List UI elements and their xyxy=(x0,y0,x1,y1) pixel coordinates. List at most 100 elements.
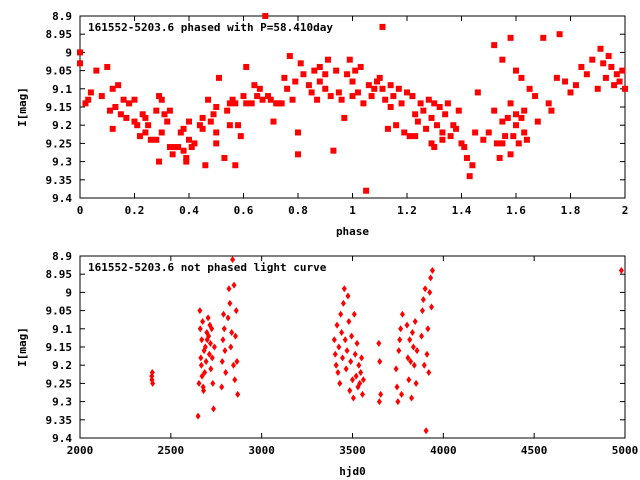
data-point xyxy=(347,387,353,395)
data-point xyxy=(360,376,366,384)
data-point xyxy=(202,162,209,169)
data-point xyxy=(507,151,514,158)
data-point xyxy=(344,71,351,78)
data-point xyxy=(205,96,212,103)
data-point xyxy=(196,122,203,129)
data-point xyxy=(209,325,215,333)
data-point xyxy=(382,96,389,103)
data-point xyxy=(211,405,217,413)
data-point xyxy=(109,85,116,92)
data-point xyxy=(350,376,355,384)
data-point xyxy=(376,398,382,406)
x-tick-label: 0.2 xyxy=(125,204,145,217)
data-point xyxy=(354,89,361,96)
data-point xyxy=(331,336,337,344)
data-point xyxy=(224,107,231,114)
y-tick-label: 9.05 xyxy=(46,65,73,78)
data-point xyxy=(341,285,347,293)
data-point xyxy=(526,85,533,92)
data-point xyxy=(207,339,213,347)
x-tick-label: 4500 xyxy=(521,444,548,457)
data-point xyxy=(330,147,337,154)
data-point xyxy=(251,82,258,89)
data-point xyxy=(115,82,122,89)
data-point xyxy=(335,368,341,376)
data-point xyxy=(225,314,231,322)
data-point xyxy=(622,85,628,92)
y-tick-label: 9.2 xyxy=(52,359,72,372)
data-point xyxy=(206,332,212,340)
data-point xyxy=(243,63,250,70)
data-point xyxy=(358,368,364,376)
data-point xyxy=(419,332,425,340)
y-tick-label: 9.35 xyxy=(46,414,73,427)
data-points xyxy=(77,13,628,194)
x-tick-label: 4000 xyxy=(430,444,457,457)
data-point xyxy=(220,336,226,344)
data-point xyxy=(428,140,435,147)
x-axis-label: phase xyxy=(336,225,369,238)
y-tick-labels: 8.9 8.95 9 9.05 9.1 9.15 9.2 9.25 9.3 9.35 9.4 xyxy=(46,10,73,205)
plot-frame xyxy=(79,255,626,439)
data-point xyxy=(513,111,519,118)
data-point xyxy=(175,144,182,151)
data-point xyxy=(166,107,173,114)
data-point xyxy=(491,42,498,49)
data-point xyxy=(597,45,604,52)
data-point xyxy=(354,339,360,347)
data-point xyxy=(343,365,349,373)
data-point xyxy=(413,379,419,387)
data-point xyxy=(439,136,446,143)
data-point xyxy=(186,118,192,125)
data-point xyxy=(340,354,346,362)
data-point xyxy=(393,122,400,129)
data-point xyxy=(417,100,424,107)
data-point xyxy=(227,299,233,307)
data-point xyxy=(109,125,116,132)
data-point xyxy=(356,361,362,369)
data-point xyxy=(379,23,386,30)
data-point xyxy=(348,358,354,366)
data-point xyxy=(177,129,184,136)
data-point xyxy=(196,379,202,387)
data-point xyxy=(423,125,430,132)
data-point xyxy=(232,100,239,107)
data-point xyxy=(349,332,355,340)
data-point xyxy=(234,358,240,366)
data-point xyxy=(420,107,427,114)
data-point xyxy=(353,372,359,380)
data-point xyxy=(442,111,449,118)
data-point xyxy=(439,129,446,136)
data-point xyxy=(376,74,383,81)
data-point xyxy=(395,85,402,92)
data-point xyxy=(405,354,411,362)
data-point xyxy=(409,394,415,402)
data-point xyxy=(502,133,509,140)
data-point xyxy=(223,368,229,376)
data-point xyxy=(444,100,451,107)
data-point xyxy=(221,310,227,318)
x-tick-label: 2 xyxy=(622,204,629,217)
data-point xyxy=(156,93,163,100)
data-point xyxy=(77,49,83,56)
data-point xyxy=(578,63,585,70)
data-point xyxy=(145,122,152,129)
x-tick-label: 1.2 xyxy=(397,204,417,217)
data-point xyxy=(292,78,299,85)
data-point xyxy=(466,173,473,180)
data-point xyxy=(213,104,220,110)
data-point xyxy=(199,336,205,344)
y-tick-label: 9.05 xyxy=(46,305,73,318)
data-point xyxy=(123,114,130,121)
data-point xyxy=(532,93,539,100)
data-point xyxy=(240,93,247,100)
y-tick-label: 9.2 xyxy=(52,119,72,132)
data-point xyxy=(228,343,234,351)
phased-light-curve-panel: 0 0.2 0.4 0.6 0.8 1 1.2 1.4 1.6 1.8 2 8.9 8.95 9 9.05… xyxy=(16,10,628,238)
data-point xyxy=(215,74,222,81)
data-point xyxy=(112,104,119,110)
data-point xyxy=(414,118,421,125)
data-point xyxy=(210,379,216,387)
data-point xyxy=(404,89,410,96)
data-point xyxy=(197,325,203,333)
